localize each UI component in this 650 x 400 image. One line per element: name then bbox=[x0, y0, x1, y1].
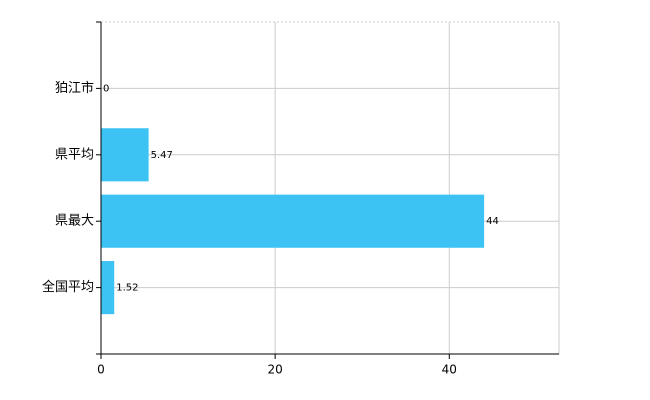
bar bbox=[101, 261, 115, 315]
value-label: 1.52 bbox=[116, 283, 138, 294]
value-label: 5.47 bbox=[151, 150, 173, 161]
y-tick-label: 全国平均 bbox=[42, 279, 94, 295]
y-tick-label: 県最大 bbox=[55, 214, 94, 229]
y-tick-label: 狛江市 bbox=[55, 80, 94, 96]
y-tick-label: 県平均 bbox=[55, 147, 94, 162]
value-label: 0 bbox=[103, 83, 109, 94]
bar bbox=[101, 194, 485, 248]
x-tick-label: 20 bbox=[268, 363, 283, 377]
bar bbox=[101, 128, 149, 182]
x-tick-label: 40 bbox=[442, 363, 457, 377]
x-tick-label: 0 bbox=[97, 363, 105, 377]
value-label: 44 bbox=[486, 216, 499, 227]
